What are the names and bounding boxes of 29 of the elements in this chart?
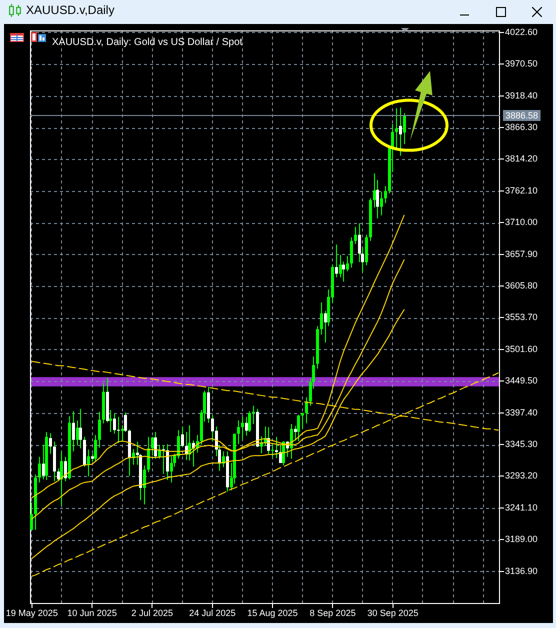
y-tick-label: 3397.40 [505,407,538,418]
chart-title: XAUUSD.v,Daily [26,2,114,19]
y-tick-label: 3710.00 [505,217,538,228]
y-tick-label: 4022.60 [505,26,538,37]
x-tick-label: 2 Jul 2025 [131,608,173,618]
x-tick-label: 19 May 2025 [6,608,58,618]
y-tick-label: 3241.10 [505,502,538,512]
y-tick-label: 3449.50 [505,376,538,386]
y-tick-label: 3814.20 [505,154,538,164]
y-tick-label: 3918.40 [505,90,538,100]
y-tick-label: 3553.70 [505,312,538,322]
x-tick-label: 24 Jul 2025 [189,608,236,618]
y-tick-label: 3866.30 [505,122,538,132]
y-tick-label: 3293.20 [505,470,538,481]
y-tick-label: 3501.60 [505,344,538,354]
y-tick-label: 3762.10 [505,185,538,196]
candlestick [117,416,120,443]
x-tick-label: 15 Aug 2025 [247,608,298,618]
y-tick-label: 3345.30 [505,439,538,450]
y-tick-label: 3605.80 [505,280,538,291]
y-tick-label: 3970.50 [505,58,538,69]
x-tick-label: 10 Jun 2025 [67,608,117,618]
x-tick-label: 30 Sep 2025 [367,608,418,618]
y-tick-label: 3136.90 [505,566,538,576]
ref-line-label: 3886.58 [506,110,538,120]
text: XAUUSD.v, Daily: Gold vs US Dollar / Spot [52,37,243,48]
y-tick-label: 3657.90 [505,248,538,259]
y-tick-label: 3189.00 [505,534,538,544]
x-tick-label: 8 Sep 2025 [310,608,356,618]
